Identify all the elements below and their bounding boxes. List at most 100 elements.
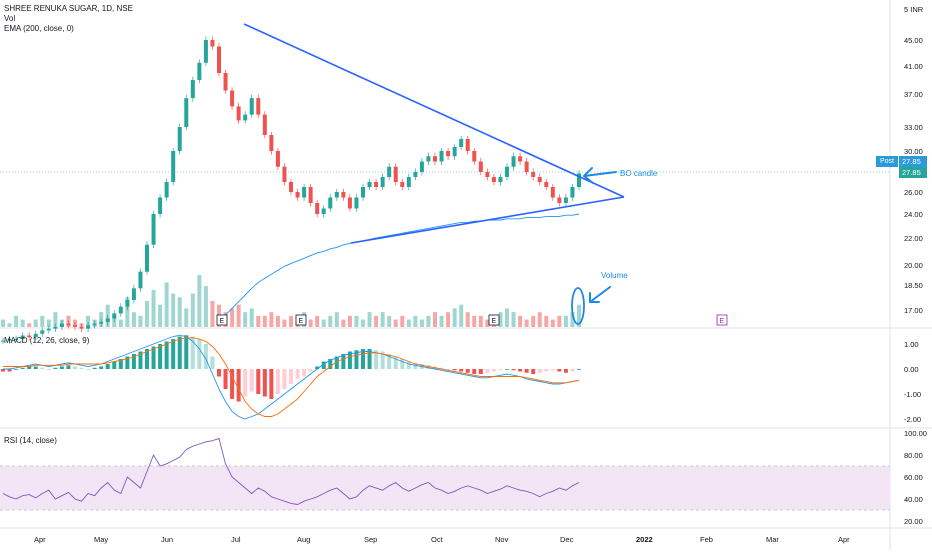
candle-body [223,73,228,91]
macd-histogram-bar [478,369,483,374]
macd-histogram-bar [249,369,254,392]
x-axis-label: Jun [161,535,173,544]
price-tick-label: 17.00 [904,306,923,315]
candle-body [472,151,477,162]
candle-body [511,156,516,167]
volume-highlight-ellipse [571,287,585,325]
macd-histogram-bar [243,369,248,397]
volume-label: Volume [601,271,628,280]
macd-histogram-bar [269,369,274,399]
volume-bar [465,312,470,327]
currency-label: 5 INR [904,5,924,14]
candle-body [125,300,130,307]
macd-histogram-bar [151,346,156,369]
candle-body [439,151,444,162]
volume-bar [262,315,267,327]
volume-bar [33,319,38,327]
bo-candle-arrow [583,167,617,184]
candle-body [289,182,293,192]
macd-histogram-bar [256,369,261,394]
last-price-value: 27.85 [902,157,921,166]
candle-body [550,187,555,198]
candle-body [446,151,451,157]
volume-bar [374,315,379,327]
price-tick-label: 22.00 [904,234,923,243]
ema-line [218,213,580,323]
candle-body [518,156,523,162]
rsi-tick-label: 100.00 [904,429,927,438]
volume-bar [151,289,156,327]
macd-histogram-bar [341,354,346,369]
candle-body [236,106,241,121]
x-axis-label: Dec [560,535,574,544]
volume-bar [544,315,549,327]
candle-body [151,214,156,245]
volume-arrow [589,286,611,303]
volume-bar [531,315,536,327]
candle-body [14,338,19,340]
candle-body [531,172,536,177]
candle-body [426,156,431,162]
vol-indicator-label[interactable]: Vol [4,14,16,23]
price-tick-label: 33.00 [904,123,923,132]
candle-body [498,177,503,182]
candle-body [334,192,339,198]
candle-body [118,306,123,314]
macd-histogram-bar [275,369,280,394]
candle-body [86,325,91,329]
volume-bar [243,312,248,327]
candle-body [99,321,104,324]
macd-histogram-bar [177,336,182,369]
candle-body [164,182,169,198]
volume-bar [256,315,261,327]
x-axis-label: Sep [364,535,377,544]
macd-histogram-bar [308,369,313,372]
candle-body [197,62,202,80]
volume-bar [524,319,529,327]
macd-histogram-bar [374,350,379,369]
rsi-band-fill [0,466,890,510]
candle-body [138,271,143,289]
volume-bar [347,315,352,327]
rsi-indicator-label[interactable]: RSI (14, close) [4,436,57,445]
candle-body [171,151,176,182]
candle-body [27,335,32,338]
macd-histogram-bar [184,335,189,369]
macd-histogram-bar [302,369,307,377]
rsi-tick-label: 60.00 [904,473,923,482]
candle-body [380,177,385,187]
candle-body [275,151,280,167]
price-tick-label: 45.00 [904,36,923,45]
volume-bar [393,319,398,327]
rsi-tick-label: 80.00 [904,451,923,460]
macd-indicator-label[interactable]: MACD (12, 26, close, 9) [4,336,90,345]
volume-bar [334,312,339,327]
earnings-marker-box [716,314,728,326]
rsi-tick-label: 40.00 [904,495,923,504]
volume-bar [361,319,365,327]
volume-bar [446,312,451,327]
symbol-title[interactable]: SHREE RENUKA SUGAR, 1D, NSE [4,4,133,13]
volume-bar [452,308,457,327]
triangle-pattern [243,23,625,244]
macd-histogram-bar [289,369,293,384]
volume-bar [413,315,418,327]
ema-indicator-label[interactable]: EMA (200, close, 0) [4,24,74,33]
macd-histogram-bar [413,362,418,369]
volume-bar [511,312,516,327]
volume-bar [472,315,477,327]
candle-body [59,323,64,327]
volume-bar [236,304,241,327]
candle-body [46,328,51,331]
volume-bar [230,308,235,327]
volume-bar [426,315,431,327]
macd-histogram-bar [73,366,77,369]
macd-histogram-bar [230,369,235,399]
candle-body [79,327,84,329]
candle-body [328,197,333,209]
volume-bar [125,297,130,327]
volume-bar [269,312,274,327]
macd-histogram-bar [203,344,208,369]
